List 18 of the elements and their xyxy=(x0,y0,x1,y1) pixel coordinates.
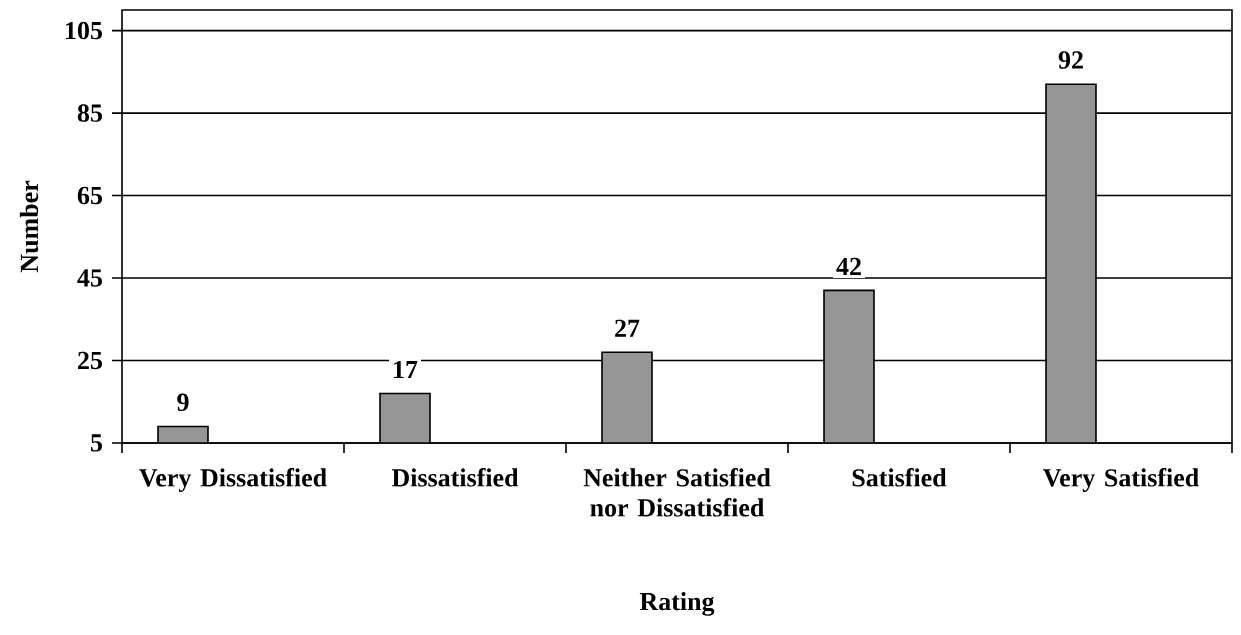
y-tick-label: 5 xyxy=(90,434,102,452)
x-tick-label: Very Satisfied xyxy=(1043,468,1199,492)
data-label: 17 xyxy=(394,360,418,379)
x-tick-label: Dissatisfied xyxy=(391,468,519,487)
data-label: 27 xyxy=(615,319,640,337)
data-label: 42 xyxy=(836,257,861,275)
data-label: 92 xyxy=(1058,51,1083,69)
data-label: 9 xyxy=(177,393,189,412)
y-tick-label: 25 xyxy=(78,351,102,370)
y-axis-title: Number xyxy=(19,180,39,273)
x-axis-title: Rating xyxy=(639,592,715,616)
x-tick-label: Neither Satisfied nor Dissatisfied xyxy=(583,468,771,517)
y-tick-label: 85 xyxy=(77,104,102,122)
y-tick-label: 65 xyxy=(77,186,102,205)
x-tick-label: Very Dissatisfied xyxy=(139,468,327,492)
y-tick-label: 105 xyxy=(66,21,102,40)
y-tick-label: 45 xyxy=(77,269,102,287)
x-tick-label: Satisfied xyxy=(852,468,947,487)
